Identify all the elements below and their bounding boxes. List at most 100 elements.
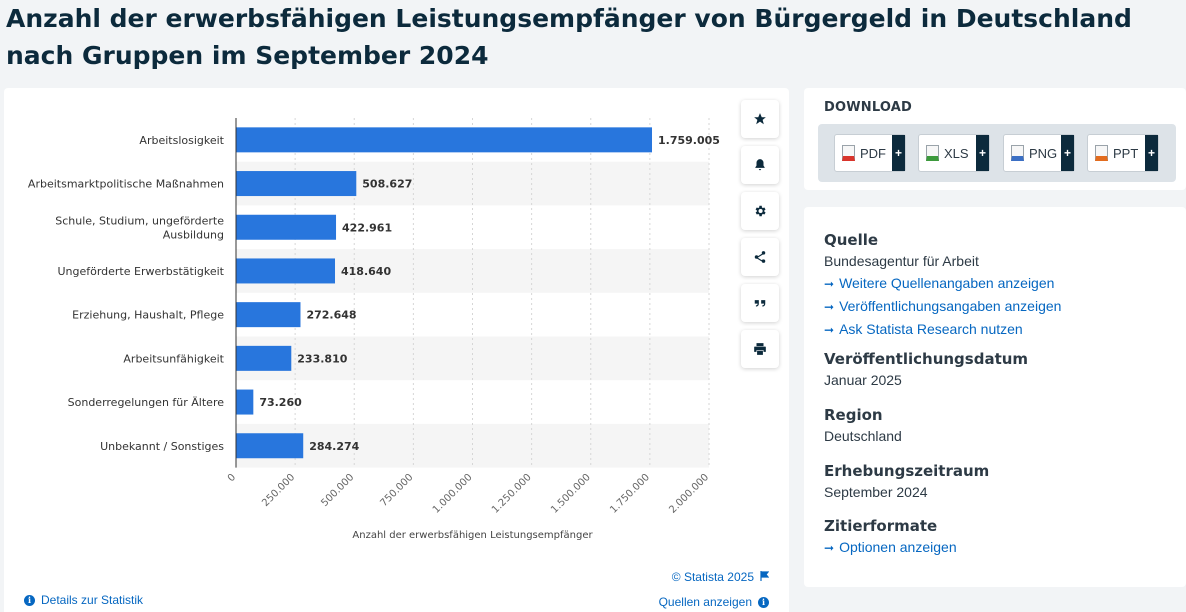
value-label: 233.810: [297, 352, 347, 365]
bar: [236, 258, 336, 284]
arrow-right-icon: ➞: [824, 277, 835, 291]
plus-icon: +: [976, 135, 989, 171]
ask-research-link[interactable]: ➞ Ask Statista Research nutzen: [824, 318, 1061, 341]
citation-options-link[interactable]: ➞ Optionen anzeigen: [824, 536, 957, 559]
link-text: Veröffentlichungsangaben anzeigen: [839, 298, 1062, 314]
download-label: PNG: [1029, 145, 1058, 161]
value-label: 284.274: [309, 440, 359, 453]
tick-label: 500.000: [319, 472, 356, 509]
category-label-line: Arbeitslosigkeit: [139, 134, 224, 147]
print-icon: [754, 343, 766, 355]
value-label: 1.759.005: [658, 134, 720, 147]
arrow-right-icon: ➞: [824, 323, 835, 337]
more-sources-link[interactable]: ➞ Weitere Quellenangaben anzeigen: [824, 272, 1061, 295]
category-label: Arbeitsunfähigkeit: [123, 352, 224, 365]
value-label: 73.260: [259, 396, 302, 409]
category-label-line: Schule, Studium, ungeförderte: [55, 214, 224, 227]
survey-period-text: September 2024: [824, 484, 928, 500]
info-card: Quelle Bundesagentur für Arbeit ➞ Weitere…: [804, 207, 1186, 587]
gear-icon: [755, 205, 766, 217]
category-label: Arbeitslosigkeit: [139, 134, 224, 147]
category-label-line: Sonderregelungen für Ältere: [68, 396, 225, 409]
category-label-line: Unbekannt / Sonstiges: [100, 440, 224, 453]
settings-button[interactable]: [741, 192, 779, 230]
cite-button[interactable]: [741, 284, 779, 322]
statista-credit[interactable]: © Statista 2025: [671, 570, 770, 584]
favorite-button[interactable]: [741, 100, 779, 138]
credit-text: © Statista 2025: [671, 570, 754, 584]
category-label: Erziehung, Haushalt, Pflege: [72, 309, 224, 322]
link-text: Ask Statista Research nutzen: [839, 321, 1023, 337]
category-label-line: Ungeförderte Erwerbstätigkeit: [57, 265, 224, 278]
download-label: XLS: [944, 145, 969, 161]
link-text: Weitere Quellenangaben anzeigen: [839, 275, 1055, 291]
bell-icon: [755, 159, 765, 171]
survey-period-section: Erhebungszeitraum September 2024: [824, 461, 989, 503]
bar: [236, 127, 653, 153]
flag-icon: [760, 570, 770, 584]
info-icon: i: [758, 596, 769, 608]
publication-heading: Veröffentlichungsdatum: [824, 350, 1029, 368]
print-button[interactable]: [741, 330, 779, 368]
tick-label: 1.000.000: [431, 472, 475, 516]
notification-button[interactable]: [741, 146, 779, 184]
quote-icon: [754, 300, 766, 307]
tick-label: 1.250.000: [490, 472, 534, 516]
bar: [236, 389, 254, 415]
sources-link[interactable]: Quellen anzeigen i: [659, 595, 769, 609]
source-text: Bundesagentur für Arbeit: [824, 253, 979, 269]
download-card: DOWNLOAD PDF + XLS + PNG + PPT +: [804, 88, 1186, 190]
value-label: 272.648: [306, 309, 356, 322]
value-label: 418.640: [341, 265, 391, 278]
download-label: PPT: [1113, 145, 1139, 161]
download-label: PDF: [860, 145, 886, 161]
download-png-button[interactable]: PNG +: [1003, 134, 1075, 172]
download-bar: PDF + XLS + PNG + PPT +: [818, 124, 1176, 182]
category-label-line: Ausbildung: [163, 228, 224, 241]
download-ppt-button[interactable]: PPT +: [1087, 134, 1159, 172]
download-xls-button[interactable]: XLS +: [918, 134, 990, 172]
bar: [236, 302, 301, 328]
png-file-icon: [1011, 145, 1024, 161]
tick-label: 2.000.000: [667, 472, 711, 516]
pdf-file-icon: [842, 145, 855, 161]
tick-label: 1.500.000: [549, 472, 593, 516]
page-title: Anzahl der erwerbsfähigen Leistungsempfä…: [6, 4, 1132, 70]
x-axis-title: Anzahl der erwerbsfähigen Leistungsempfä…: [352, 530, 593, 541]
category-label-line: Arbeitsunfähigkeit: [123, 352, 224, 365]
value-label: 422.961: [342, 221, 392, 234]
share-button[interactable]: [741, 238, 779, 276]
category-label-line: Erziehung, Haushalt, Pflege: [72, 309, 224, 322]
xls-file-icon: [926, 145, 939, 161]
bar: [236, 433, 304, 459]
bar: [236, 171, 357, 197]
source-section: Quelle Bundesagentur für Arbeit ➞ Weitere…: [824, 230, 1061, 341]
plus-icon: +: [892, 135, 905, 171]
chart-card: Arbeitslosigkeit 1.759.005 Arbeitsmarktpol…: [4, 88, 789, 612]
tick-label: 750.000: [378, 472, 415, 509]
source-heading: Quelle: [824, 231, 879, 249]
region-text: Deutschland: [824, 428, 902, 444]
arrow-right-icon: ➞: [824, 541, 835, 555]
tick-label: 1.750.000: [608, 472, 652, 516]
publication-text: Januar 2025: [824, 372, 902, 388]
arrow-right-icon: ➞: [824, 300, 835, 314]
chart-toolbar: [741, 100, 779, 376]
category-label: Schule, Studium, ungeförderte Ausbildung: [55, 214, 224, 241]
bar: [236, 345, 292, 371]
region-heading: Region: [824, 406, 883, 424]
download-title: DOWNLOAD: [824, 100, 913, 115]
citation-heading: Zitierformate: [824, 517, 938, 535]
publication-info-link[interactable]: ➞ Veröffentlichungsangaben anzeigen: [824, 295, 1061, 318]
link-text: Optionen anzeigen: [839, 539, 957, 555]
tick-label: 0: [226, 472, 238, 484]
download-pdf-button[interactable]: PDF +: [834, 134, 906, 172]
details-text: Details zur Statistik: [41, 593, 144, 607]
category-label: Ungeförderte Erwerbstätigkeit: [57, 265, 224, 278]
bar: [236, 214, 337, 240]
tick-label: 250.000: [260, 472, 297, 509]
survey-period-heading: Erhebungszeitraum: [824, 462, 990, 480]
details-link[interactable]: i Details zur Statistik: [24, 593, 143, 607]
category-label: Arbeitsmarktpolitische Maßnahmen: [28, 178, 224, 191]
category-label-line: Arbeitsmarktpolitische Maßnahmen: [28, 178, 224, 191]
